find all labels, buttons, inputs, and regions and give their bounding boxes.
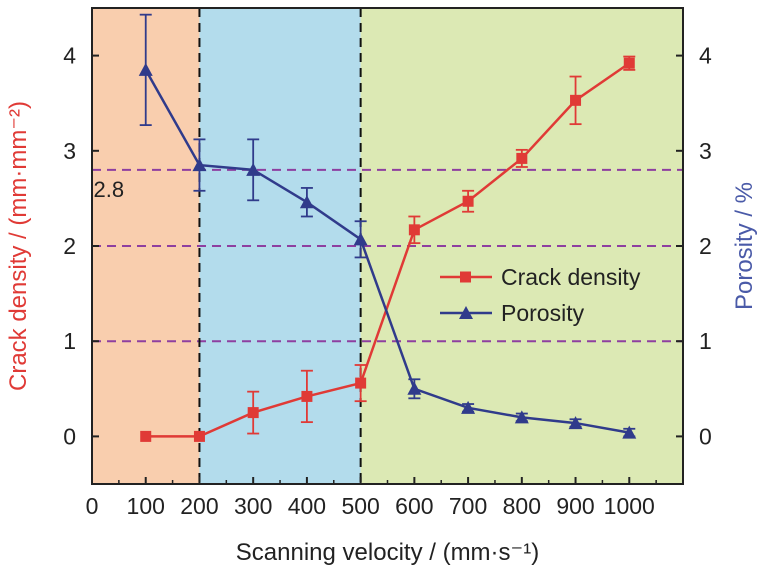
porosity-point: [461, 400, 476, 414]
porosity-point: [138, 62, 153, 76]
x-tick-label: 400: [288, 493, 326, 519]
crack-density-point: [623, 57, 635, 69]
crack-density-point: [140, 430, 152, 442]
x-tick-label: 100: [127, 493, 165, 519]
porosity-point: [514, 410, 529, 424]
y-right-tick-label: 1: [699, 328, 712, 354]
crack-density-point: [570, 94, 582, 106]
x-tick-label: 1000: [604, 493, 655, 519]
x-tick-label: 300: [234, 493, 272, 519]
series-group: [138, 13, 637, 442]
crack-density-point: [355, 377, 367, 389]
crack-density-point: [408, 224, 420, 236]
porosity-point: [568, 416, 583, 430]
right-y-axis-title: Porosity / %: [731, 182, 758, 310]
x-tick-label: 700: [449, 493, 487, 519]
porosity-point: [246, 162, 261, 176]
crack-density-point: [516, 152, 528, 164]
porosity-point: [299, 195, 314, 209]
x-tick-label: 200: [180, 493, 218, 519]
x-tick-label: 0: [86, 493, 99, 519]
crack-density-point: [247, 407, 259, 419]
y-left-tick-label: 4: [63, 43, 76, 69]
left-y-axis-title: Crack density / (mm·mm⁻²): [5, 101, 32, 391]
y-left-tick-label: 1: [63, 328, 76, 354]
annotation-2-8: 2.8: [93, 177, 124, 202]
legend-marker-crack-density: [460, 271, 471, 283]
legend-label-crack-density: Crack density: [501, 264, 641, 290]
tick-marks: 0 100 200 300 400 500 600 700 800 900 1000 0 0 1 1 2 2 3 3…: [63, 43, 712, 519]
y-right-tick-label: 3: [699, 138, 712, 164]
porosity-point: [407, 381, 422, 395]
x-tick-label: 600: [395, 493, 433, 519]
legend-marker-porosity: [459, 306, 473, 319]
x-tick-label: 800: [503, 493, 541, 519]
crack-density-point: [462, 195, 474, 207]
x-axis-title: Scanning velocity / (mm·s⁻¹): [236, 539, 539, 566]
y-right-tick-label: 2: [699, 233, 712, 259]
y-right-tick-label: 4: [699, 43, 712, 69]
x-tick-label: 500: [341, 493, 379, 519]
y-left-tick-label: 0: [63, 423, 76, 449]
legend: Crack density Porosity: [440, 264, 641, 326]
porosity-point: [192, 158, 207, 172]
guide-lines: [92, 8, 683, 484]
y-right-tick-label: 0: [699, 423, 712, 449]
porosity-line: [144, 69, 630, 434]
crack-density-point: [301, 390, 313, 402]
crack-density-point: [193, 430, 205, 442]
crack-density-line: [145, 62, 630, 438]
y-left-tick-label: 3: [63, 138, 76, 164]
x-tick-label: 900: [556, 493, 594, 519]
legend-label-porosity: Porosity: [501, 300, 585, 326]
porosity-point: [353, 232, 368, 246]
porosity-point: [622, 425, 637, 439]
y-left-tick-label: 2: [63, 233, 76, 259]
